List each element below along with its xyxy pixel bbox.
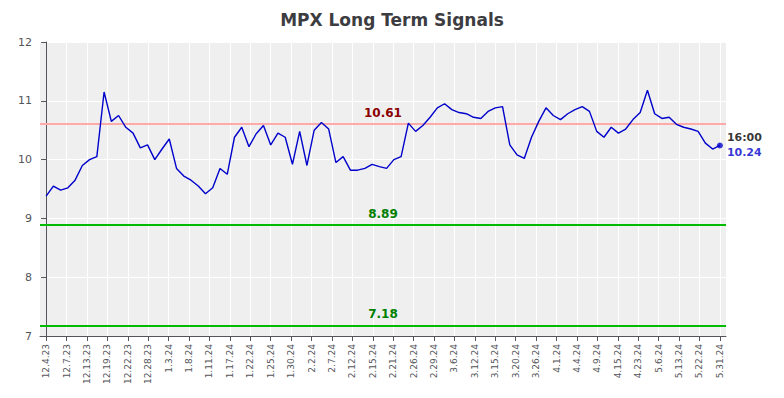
svg-text:10.24: 10.24 [727, 146, 762, 159]
svg-text:8.89: 8.89 [368, 207, 398, 221]
svg-text:12.13.23: 12.13.23 [82, 344, 92, 384]
svg-text:3.6.24: 3.6.24 [449, 344, 459, 373]
svg-text:11: 11 [18, 94, 32, 107]
svg-text:1.11.24: 1.11.24 [204, 344, 214, 379]
svg-text:1.30.24: 1.30.24 [286, 344, 296, 379]
svg-text:3.12.24: 3.12.24 [470, 344, 480, 379]
svg-text:4.1.24: 4.1.24 [552, 344, 562, 373]
svg-text:10.61: 10.61 [364, 106, 402, 120]
svg-text:5.6.24: 5.6.24 [654, 344, 664, 373]
svg-text:4.15.24: 4.15.24 [613, 344, 623, 379]
svg-text:4.9.24: 4.9.24 [592, 344, 602, 373]
svg-text:3.26.24: 3.26.24 [531, 344, 541, 379]
svg-text:1.22.24: 1.22.24 [245, 344, 255, 379]
svg-text:2.15.24: 2.15.24 [368, 344, 378, 379]
svg-text:12.19.23: 12.19.23 [102, 344, 112, 384]
svg-text:2.26.24: 2.26.24 [409, 344, 419, 379]
svg-text:4.4.24: 4.4.24 [572, 344, 582, 373]
svg-text:9: 9 [25, 212, 32, 225]
svg-text:2.2.24: 2.2.24 [307, 344, 317, 373]
svg-text:1.3.24: 1.3.24 [164, 344, 174, 373]
svg-text:12: 12 [18, 36, 32, 49]
svg-text:12.4.23: 12.4.23 [41, 344, 51, 378]
svg-text:4.23.24: 4.23.24 [633, 344, 643, 379]
svg-text:MPX Long Term Signals: MPX Long Term Signals [280, 10, 504, 30]
svg-text:7: 7 [25, 330, 32, 343]
svg-text:1.17.24: 1.17.24 [225, 344, 235, 379]
svg-text:Stock Traders Daily: Stock Traders Daily [45, 310, 143, 321]
svg-text:5.13.24: 5.13.24 [674, 344, 684, 379]
svg-text:2.29.24: 2.29.24 [429, 344, 439, 379]
svg-text:1.25.24: 1.25.24 [266, 344, 276, 379]
svg-text:8: 8 [25, 271, 32, 284]
svg-text:5.31.24: 5.31.24 [715, 344, 725, 379]
svg-text:12.28.23: 12.28.23 [143, 344, 153, 384]
svg-text:7.18: 7.18 [368, 307, 398, 321]
svg-text:3.15.24: 3.15.24 [490, 344, 500, 379]
svg-text:12.7.23: 12.7.23 [62, 344, 72, 378]
svg-text:10: 10 [18, 153, 32, 166]
svg-text:2.12.24: 2.12.24 [347, 344, 357, 379]
svg-text:2.7.24: 2.7.24 [327, 344, 337, 373]
svg-text:1.8.24: 1.8.24 [184, 344, 194, 373]
svg-text:16:00: 16:00 [727, 131, 762, 144]
svg-text:2.21.24: 2.21.24 [388, 344, 398, 379]
svg-text:12.22.23: 12.22.23 [123, 344, 133, 384]
svg-text:3.20.24: 3.20.24 [511, 344, 521, 379]
svg-text:5.22.24: 5.22.24 [694, 344, 704, 379]
